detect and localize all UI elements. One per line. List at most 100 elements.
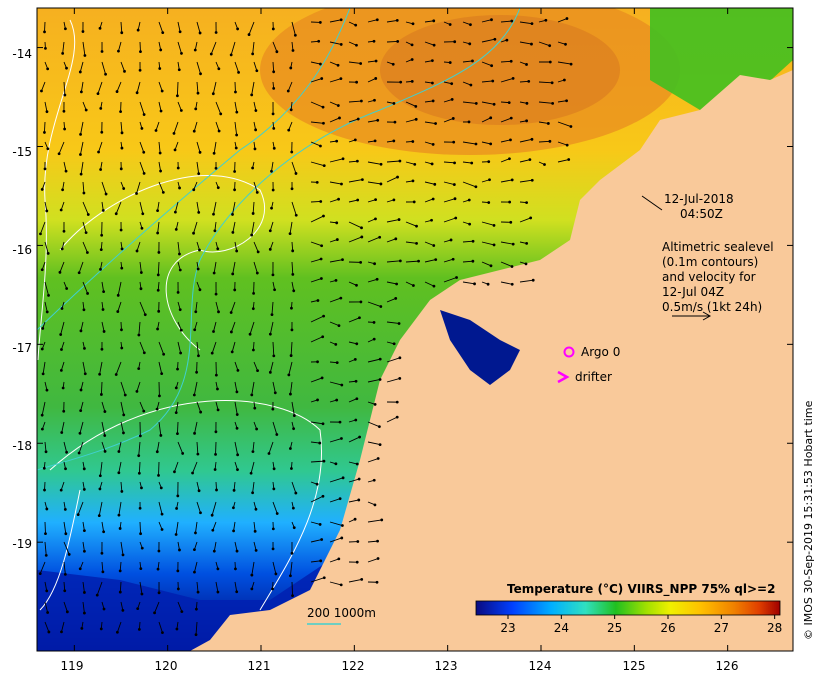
velocity-arrow-head [272, 86, 276, 90]
velocity-arrow-head [379, 182, 383, 186]
velocity-arrow-head [322, 314, 326, 318]
velocity-arrow-head [40, 427, 44, 431]
velocity-arrow-head [493, 37, 497, 41]
velocity-arrow-head [198, 288, 202, 292]
velocity-arrow [139, 521, 142, 534]
velocity-arrow [156, 441, 160, 452]
velocity-arrow-head [63, 508, 67, 511]
velocity-arrow [291, 581, 294, 596]
velocity-arrow-head [236, 468, 239, 472]
velocity-arrow-head [231, 272, 235, 276]
velocity-arrow [443, 181, 455, 186]
velocity-arrow-head [451, 117, 455, 120]
velocity-arrow-head [79, 329, 83, 333]
velocity-arrow-head [136, 28, 140, 32]
velocity-arrows [38, 17, 573, 637]
velocity-arrow [194, 561, 198, 573]
velocity-arrow-head [432, 284, 436, 288]
velocity-arrow-head [340, 383, 344, 387]
velocity-arrow [233, 521, 236, 531]
velocity-arrow-head [102, 530, 106, 534]
velocity-arrow [462, 81, 472, 86]
altimetry-line1: Altimetric sealevel [662, 240, 774, 254]
velocity-arrow-head [234, 90, 237, 94]
colorbar-title: Temperature (°C) VIIRS_NPP 75% ql>=2 [507, 582, 775, 597]
velocity-arrow [462, 281, 475, 285]
velocity-arrow [310, 421, 324, 425]
velocity-arrow [329, 498, 341, 503]
velocity-arrow-head [491, 79, 495, 83]
velocity-arrow [99, 361, 103, 375]
velocity-arrow-head [46, 147, 50, 151]
velocity-arrow-head [510, 178, 514, 182]
velocity-arrow-head [492, 102, 496, 106]
velocity-arrow-head [320, 244, 324, 248]
velocity-arrow-head [467, 120, 471, 124]
velocity-arrow-head [64, 169, 68, 173]
velocity-arrow-head [209, 52, 213, 56]
velocity-arrow-head [38, 572, 42, 576]
velocity-arrow [118, 461, 122, 473]
velocity-arrow-head [316, 299, 320, 302]
velocity-arrow-head [58, 270, 62, 274]
velocity-arrow [253, 521, 256, 532]
velocity-arrow [116, 621, 122, 633]
velocity-arrow-head [137, 471, 141, 475]
velocity-arrow [329, 19, 342, 23]
velocity-arrow-head [217, 310, 220, 314]
velocity-arrow-head [102, 607, 106, 611]
velocity-arrow-head [338, 116, 341, 120]
velocity-arrow [96, 581, 103, 596]
velocity-arrow [193, 381, 198, 396]
velocity-arrow-head [531, 278, 535, 282]
velocity-arrow-head [97, 514, 101, 518]
velocity-arrow-head [397, 322, 401, 325]
velocity-arrow [101, 281, 105, 292]
velocity-arrow-head [139, 287, 143, 291]
velocity-arrow-head [142, 150, 146, 154]
velocity-arrow-head [511, 76, 515, 80]
velocity-arrow [310, 577, 325, 583]
velocity-arrow-head [120, 131, 124, 135]
velocity-arrow-head [431, 99, 435, 103]
velocity-arrow [115, 361, 122, 375]
velocity-arrow [481, 19, 492, 23]
velocity-arrow-head [248, 332, 252, 336]
velocity-arrow-head [359, 260, 363, 264]
velocity-arrow-head [83, 591, 86, 594]
velocity-arrow [367, 236, 380, 243]
velocity-arrow-head [394, 297, 398, 300]
velocity-arrow [176, 81, 179, 96]
velocity-arrow-head [509, 116, 513, 120]
velocity-arrow-head [392, 342, 396, 346]
velocity-arrow [538, 81, 553, 84]
velocity-arrow [519, 80, 529, 83]
velocity-arrow [42, 361, 46, 374]
velocity-arrow [269, 361, 274, 373]
velocity-arrow [310, 539, 322, 543]
velocity-arrow-head [119, 228, 123, 232]
velocity-arrow-head [65, 450, 68, 454]
velocity-arrow-head [396, 175, 399, 179]
velocity-arrow [481, 80, 493, 83]
velocity-arrow-head [372, 39, 376, 43]
velocity-arrow-head [410, 79, 414, 83]
velocity-arrow-head [99, 393, 103, 396]
velocity-arrow [348, 160, 358, 163]
velocity-arrow-head [377, 425, 381, 429]
velocity-arrow-head [79, 388, 83, 392]
velocity-arrow [196, 201, 200, 213]
velocity-arrow-head [78, 70, 82, 74]
velocity-arrow-head [291, 249, 295, 253]
plot-frame [36, 7, 794, 652]
velocity-arrow-head [432, 43, 436, 47]
velocity-arrow [195, 621, 198, 635]
velocity-arrow-head [196, 91, 200, 95]
velocity-arrow-head [250, 233, 254, 237]
velocity-arrow [557, 121, 572, 127]
velocity-arrow-head [98, 372, 102, 376]
velocity-arrow [291, 481, 297, 494]
velocity-arrow-head [379, 162, 383, 166]
velocity-arrow-head [471, 239, 475, 243]
